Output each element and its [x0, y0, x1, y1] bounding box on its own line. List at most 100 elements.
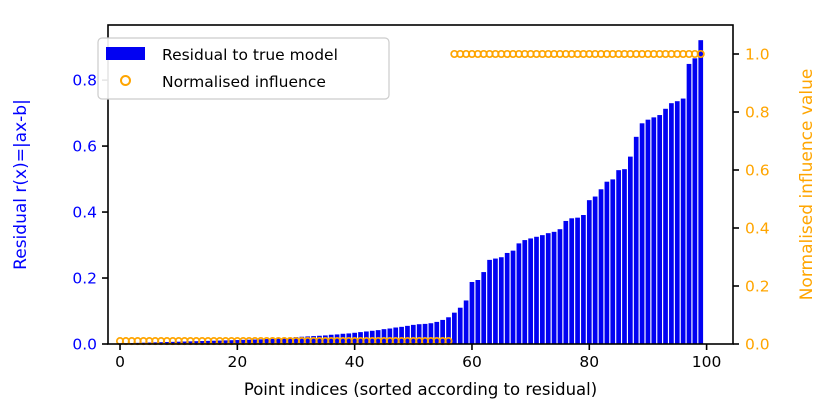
left-tick-label: 0.2	[72, 270, 97, 288]
residual-bar	[504, 252, 510, 344]
residual-bar	[528, 238, 533, 344]
residual-bar	[217, 340, 223, 344]
residual-bar	[651, 117, 657, 345]
residual-bar	[205, 340, 211, 344]
residual-bar	[422, 323, 428, 344]
residual-bar	[540, 235, 545, 344]
residual-bar	[152, 342, 158, 344]
residual-bar	[440, 319, 445, 344]
residual-bar	[322, 335, 328, 344]
residual-bar	[234, 340, 240, 344]
residual-bar	[176, 341, 182, 344]
residual-bar	[246, 339, 252, 344]
residual-bar	[633, 136, 639, 344]
residual-bar	[381, 329, 387, 344]
residual-bar	[252, 339, 258, 344]
residual-bar	[240, 339, 246, 344]
residual-bar	[170, 341, 176, 344]
residual-bar	[258, 339, 264, 344]
residual-bar	[639, 123, 645, 344]
residual-bar	[182, 341, 187, 344]
residual-bar	[569, 218, 575, 344]
residual-bar	[475, 280, 481, 344]
residual-bar	[223, 340, 228, 344]
residual-bar	[575, 217, 580, 344]
right-tick-label: 0.4	[745, 220, 770, 238]
x-tick-label: 60	[462, 353, 482, 371]
residual-bar	[645, 119, 651, 345]
residual-bar	[534, 236, 539, 344]
residual-bar	[557, 229, 563, 344]
residual-bar	[598, 189, 604, 344]
residual-bar	[628, 156, 633, 344]
residual-bar	[188, 341, 193, 344]
residual-bar	[510, 250, 516, 344]
residual-bar	[522, 240, 528, 344]
legend-box	[97, 37, 390, 100]
residual-bar	[698, 40, 704, 345]
residual-bar	[616, 170, 621, 344]
left-tick-label: 0.4	[72, 204, 97, 222]
residual-bar	[410, 324, 416, 344]
legend-bar-swatch	[106, 47, 145, 60]
residual-bar	[551, 231, 557, 344]
left-tick-label: 0.8	[72, 72, 97, 90]
residual-bar	[293, 337, 299, 344]
residual-bar	[516, 243, 522, 344]
residual-bar	[692, 58, 698, 344]
residual-bar	[446, 317, 451, 344]
residual-bar	[387, 328, 393, 344]
residual-bar	[434, 321, 440, 344]
residual-bar	[686, 63, 692, 345]
residual-bar	[563, 220, 569, 344]
residual-bar	[586, 200, 592, 344]
residual-bar	[299, 336, 305, 344]
residual-bar	[457, 307, 463, 344]
x-tick-label: 100	[692, 353, 722, 371]
residual-bar	[399, 326, 404, 344]
residual-bar	[680, 98, 686, 344]
right-tick-label: 0.8	[745, 104, 770, 122]
legend-circle-marker	[120, 75, 131, 86]
residual-bar	[581, 215, 586, 344]
right-tick-label: 0.0	[745, 336, 770, 354]
residual-bar	[428, 323, 434, 344]
left-axis-label: Residual r(x)=|ax-b|	[11, 99, 31, 270]
residual-bar	[663, 108, 668, 344]
x-tick-label: 0	[115, 353, 125, 371]
legend-label-influence: Normalised influence	[162, 73, 326, 91]
residual-bar	[622, 169, 627, 344]
residual-bar	[469, 281, 475, 344]
legend-label-residual: Residual to true model	[162, 46, 338, 64]
residual-bar	[276, 338, 281, 344]
residual-bar	[545, 233, 551, 344]
residual-bar	[610, 179, 616, 344]
residual-bar	[270, 338, 275, 344]
residual-bar	[193, 341, 199, 344]
x-axis-label: Point indices (sorted according to resid…	[244, 380, 597, 399]
residual-bar	[604, 181, 610, 344]
residual-bar	[487, 259, 492, 344]
residual-bar	[328, 334, 334, 344]
residual-bar	[393, 327, 399, 344]
residual-bar	[481, 272, 487, 344]
residual-bar	[211, 340, 217, 344]
right-axis-label: Normalised influence value	[797, 69, 817, 301]
residual-bar	[229, 340, 234, 344]
residual-bar	[657, 115, 663, 344]
residual-bar	[674, 101, 680, 344]
x-tick-label: 20	[227, 353, 247, 371]
residual-bar	[158, 342, 164, 344]
residual-bar	[334, 334, 340, 344]
residual-bar	[416, 324, 422, 344]
residual-bar	[452, 312, 457, 344]
residual-bar	[405, 325, 410, 344]
residual-bar	[287, 337, 293, 344]
right-tick-label: 0.2	[745, 278, 770, 296]
residual-bar	[164, 342, 170, 344]
left-tick-label: 0.0	[72, 336, 97, 354]
plot-border	[107, 24, 734, 345]
influence-marker	[696, 49, 705, 59]
